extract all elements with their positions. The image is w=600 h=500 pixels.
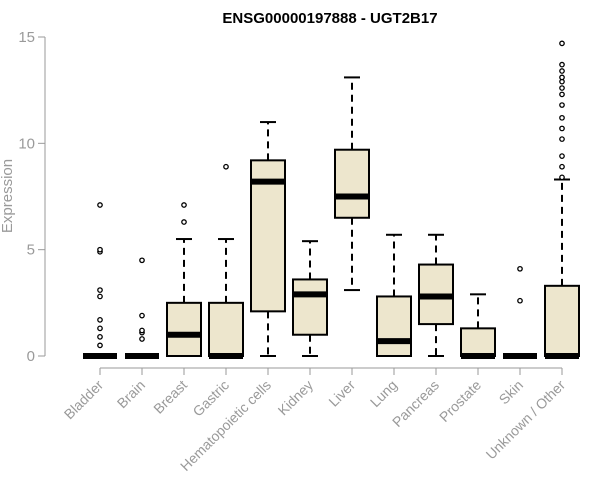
box-hematopoietic-cells xyxy=(250,121,286,357)
x-tick-label: Liver xyxy=(325,377,358,410)
y-tick-label: 10 xyxy=(18,135,35,152)
outlier-point xyxy=(139,336,145,342)
outlier-point xyxy=(223,163,229,170)
outlier-point xyxy=(517,265,523,272)
outlier-point xyxy=(97,287,103,293)
x-tick-label: Prostate xyxy=(436,377,484,425)
box-pancreas xyxy=(418,233,454,357)
outlier-point xyxy=(97,316,103,323)
x-tick-label: Kidney xyxy=(275,377,317,419)
outlier-point xyxy=(97,202,103,208)
x-tick-label: Unknown / Other xyxy=(483,377,569,463)
outlier-point xyxy=(559,91,565,98)
iqr-box xyxy=(544,284,580,358)
outlier-point xyxy=(559,68,565,74)
outlier-point xyxy=(559,61,565,68)
box-bladder xyxy=(83,202,117,359)
box-brain xyxy=(125,257,159,359)
x-tick-label: Bladder xyxy=(61,377,107,423)
outlier-point xyxy=(139,312,145,319)
box-unknown-other xyxy=(544,40,580,359)
iqr-box xyxy=(334,148,370,219)
box-gastric xyxy=(208,163,244,359)
outlier-point xyxy=(181,219,187,225)
y-axis-label: Expression xyxy=(0,159,16,233)
outlier-point xyxy=(559,153,565,159)
outlier-point xyxy=(97,334,103,340)
iqr-box xyxy=(166,301,202,358)
x-tick-label: Breast xyxy=(150,377,190,417)
iqr-box xyxy=(460,327,496,357)
y-tick-label: 0 xyxy=(27,348,35,365)
boxes-layer xyxy=(83,40,580,359)
outlier-point xyxy=(181,202,187,208)
iqr-box xyxy=(376,295,412,358)
x-tick-label: Skin xyxy=(496,377,527,408)
outlier-point xyxy=(559,74,565,81)
box-skin xyxy=(503,265,537,359)
x-tick-label: Lung xyxy=(367,377,400,410)
iqr-box xyxy=(292,278,328,336)
box-kidney xyxy=(292,240,328,357)
outlier-point xyxy=(97,293,103,300)
box-breast xyxy=(166,202,202,358)
outlier-point xyxy=(97,325,103,332)
outlier-point xyxy=(559,136,565,142)
outlier-point xyxy=(517,297,523,304)
outlier-point xyxy=(97,246,103,253)
outlier-point xyxy=(139,327,145,334)
outlier-point xyxy=(559,114,565,121)
outlier-point xyxy=(559,85,565,91)
y-axis: 0 5 10 15 xyxy=(18,29,46,365)
box-lung xyxy=(376,233,412,358)
iqr-box xyxy=(208,301,244,358)
outlier-point xyxy=(559,102,565,108)
outlier-point xyxy=(97,342,103,349)
iqr-box xyxy=(250,159,286,313)
outlier-point xyxy=(559,174,565,181)
y-tick-label: 15 xyxy=(18,29,35,46)
y-tick-label: 5 xyxy=(27,242,35,259)
box-prostate xyxy=(460,293,496,359)
x-tick-label: Brain xyxy=(114,377,148,411)
chart-title: ENSG00000197888 - UGT2B17 xyxy=(222,10,437,27)
outlier-point xyxy=(559,40,565,47)
outlier-point xyxy=(139,257,145,264)
box-liver xyxy=(334,76,370,292)
outlier-point xyxy=(559,125,565,132)
outlier-point xyxy=(559,163,565,170)
x-tick-label: Pancreas xyxy=(389,377,442,430)
